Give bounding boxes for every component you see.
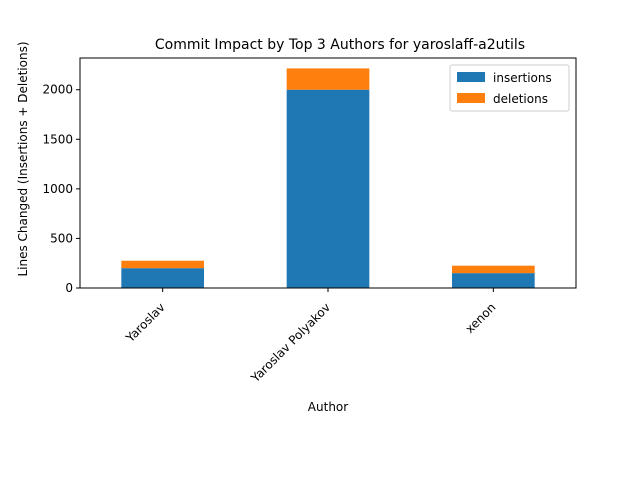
y-tick-label: 1000 [42, 182, 73, 196]
bar-deletions-0 [121, 260, 204, 269]
x-tick-label: Yaroslav Polyakov [248, 300, 333, 385]
x-tick-label: Yaroslav [122, 300, 167, 345]
bar-insertions-1 [286, 89, 370, 288]
legend-swatch-insertions [457, 72, 485, 82]
legend-label-deletions: deletions [493, 92, 548, 106]
y-tick-label: 500 [50, 231, 73, 245]
x-axis-label: Author [308, 400, 348, 414]
bar-insertions-2 [452, 273, 535, 288]
legend-swatch-deletions [457, 93, 485, 103]
chart-title: Commit Impact by Top 3 Authors for yaros… [155, 37, 525, 53]
bar-deletions-1 [286, 68, 370, 90]
y-tick-label: 1500 [42, 132, 73, 146]
legend-label-insertions: insertions [493, 71, 552, 85]
x-tick-label: xenon [463, 300, 499, 336]
y-tick-label: 2000 [42, 83, 73, 97]
y-tick-label: 0 [65, 281, 73, 295]
bar-deletions-2 [452, 265, 535, 274]
legend: insertions deletions [449, 64, 570, 112]
y-axis-label: Lines Changed (Insertions + Deletions) [16, 41, 30, 276]
bar-insertions-0 [121, 268, 204, 288]
